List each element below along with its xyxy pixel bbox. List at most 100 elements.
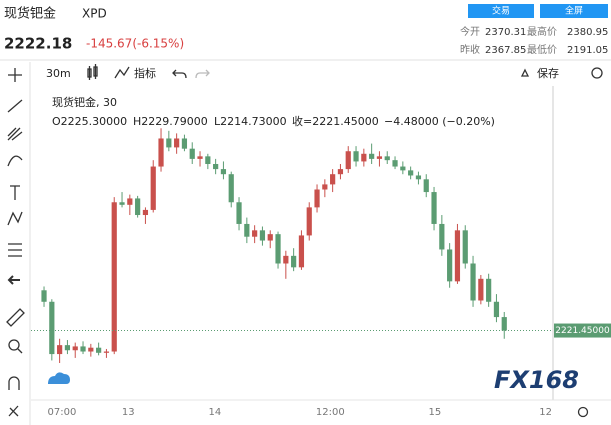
redo-icon[interactable] [195, 69, 210, 79]
save[interactable]: 保存 [537, 66, 559, 80]
stat-value: 2380.95 [567, 27, 608, 38]
stat-label: 最低价 [527, 43, 557, 56]
candle-body [423, 179, 429, 193]
candle-body [49, 301, 55, 355]
candle-body [57, 345, 63, 355]
price: 2222.18 [4, 35, 72, 53]
interval[interactable]: 30m [46, 67, 71, 80]
candle-body [384, 156, 390, 161]
change: -145.67(-6.15%) [86, 37, 184, 51]
candle-body [275, 234, 281, 264]
candle-body [306, 207, 312, 236]
candle-body [103, 351, 110, 353]
candle-body [96, 347, 102, 353]
candle-body [415, 175, 422, 180]
candle-body [369, 153, 375, 159]
stat-value: 2367.85 [485, 45, 526, 56]
candle-body [447, 249, 453, 282]
candle-body [493, 301, 500, 318]
candle-body [220, 169, 227, 175]
candle-body [252, 230, 258, 237]
candle-body [470, 263, 476, 301]
candle-body [322, 184, 328, 190]
plot: 07:00 13 14 12:00 15 12 2221.45000 [31, 128, 611, 418]
axis-settings-icon[interactable] [577, 406, 589, 418]
x-tick-label: 07:00 [48, 407, 77, 418]
indicator-icon[interactable] [114, 66, 130, 79]
candle-body [135, 198, 141, 216]
indicators[interactable]: 指标 [134, 66, 156, 80]
chart-type-icon[interactable] [87, 64, 98, 80]
candle-body [189, 148, 195, 159]
candle-body [166, 138, 172, 148]
stat-value: 2191.05 [567, 45, 608, 56]
candle-body [408, 170, 414, 176]
candle-body [337, 169, 344, 175]
candle-body [376, 156, 383, 159]
cloud-icon[interactable] [48, 372, 70, 384]
candle-body [213, 163, 219, 170]
legend-open: O2225.30000 [52, 115, 127, 128]
candle-body [462, 230, 468, 264]
candle-body [345, 151, 351, 170]
candle-body [64, 345, 71, 351]
candle-body [298, 235, 305, 268]
x-tick-label: 15 [428, 407, 441, 418]
candle-body [80, 346, 86, 352]
last-price-label: 2221.45000 [555, 326, 610, 336]
candle-body [72, 346, 78, 351]
candle-body [244, 223, 250, 237]
candle-body [283, 255, 289, 264]
candle-body [291, 255, 297, 268]
last-price-tag [554, 323, 611, 338]
candle-body [150, 166, 156, 210]
candle-body [486, 278, 492, 302]
symbol-name: 现货钯金 [4, 6, 56, 22]
candle-body [111, 202, 117, 352]
undo-icon[interactable] [172, 69, 187, 79]
legend-close: 收=2221.45000 [292, 114, 379, 128]
symbol-code: XPD [82, 7, 107, 21]
candle-body [41, 290, 47, 302]
legend-change: −4.48000 (−0.20%) [384, 115, 495, 128]
candle-body [353, 151, 359, 162]
candle-body [228, 174, 234, 203]
x-tick-label: 12:00 [316, 407, 345, 418]
candle-body [205, 156, 211, 164]
watermark: FX168 [494, 366, 579, 394]
candle-body [142, 209, 149, 216]
legend-high: H2229.79000 [133, 115, 208, 128]
candle-body [181, 138, 188, 149]
candle-body [119, 202, 125, 205]
candle-body [439, 223, 445, 250]
candle-body [158, 138, 164, 167]
trade-button[interactable] [468, 4, 534, 18]
stat-label: 今开 [460, 25, 480, 38]
drawing-tools[interactable] [6, 68, 25, 417]
stat-label: 昨收 [460, 43, 480, 56]
fullscreen-button[interactable] [540, 4, 608, 18]
candle-body [88, 347, 94, 352]
candle-body [197, 156, 203, 159]
candle-body [454, 230, 461, 282]
candle-body [431, 192, 437, 224]
candle-body [314, 189, 320, 208]
candle-body [236, 202, 242, 224]
candle-body [174, 138, 180, 148]
save-icon[interactable] [520, 68, 530, 77]
candle-body [259, 230, 266, 241]
button-label[interactable]: 交易 [492, 5, 510, 17]
candle-body [127, 198, 133, 205]
legend-title: 现货钯金, 30 [52, 95, 117, 109]
stat-value: 2370.31 [485, 27, 526, 38]
x-tick-label: 14 [208, 407, 221, 418]
button-label[interactable]: 全屏 [565, 5, 583, 17]
candle-body [267, 234, 273, 241]
stat-label: 最高价 [527, 25, 557, 38]
candle-body [392, 160, 398, 167]
x-tick-label: 13 [122, 407, 135, 418]
candle-body [400, 166, 406, 171]
settings-icon[interactable] [591, 67, 603, 79]
candle-body [361, 153, 367, 162]
